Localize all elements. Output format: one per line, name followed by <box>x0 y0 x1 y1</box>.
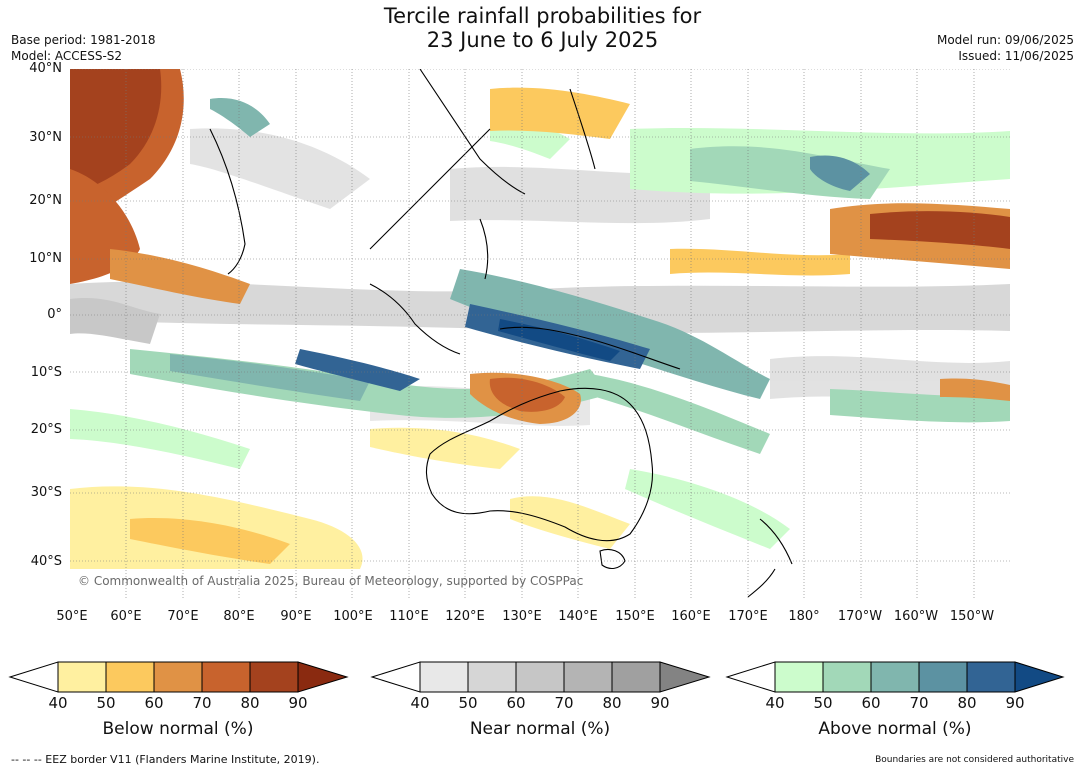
below-tick-40: 40 <box>48 694 68 712</box>
below-tick-50: 50 <box>96 694 116 712</box>
near-tick-60: 60 <box>506 694 526 712</box>
near-tick-90: 90 <box>650 694 670 712</box>
above-tick-40: 40 <box>765 694 785 712</box>
below-tick-70: 70 <box>192 694 212 712</box>
colorbar-near <box>370 661 711 693</box>
lat-label-30n: 30°N <box>29 130 62 145</box>
lat-label-30s: 30°S <box>30 485 62 500</box>
model-name: Model: ACCESS-S2 <box>11 49 123 63</box>
lon-label-110e: 110°E <box>389 609 429 624</box>
boundaries-disclaimer: Boundaries are not considered authoritat… <box>875 755 1074 765</box>
near-swatch-40 <box>419 661 469 693</box>
india-coast <box>209 128 246 275</box>
above-swatch-40 <box>774 661 824 693</box>
lon-label-170e: 170°E <box>728 609 768 624</box>
near-normal-caption: Near normal (%) <box>469 719 611 739</box>
lon-label-90e: 90°E <box>280 609 312 624</box>
below-arrow-right <box>297 661 349 693</box>
lon-label-120e: 120°E <box>445 609 485 624</box>
lon-label-150e: 150°E <box>615 609 655 624</box>
below-normal-areas <box>70 69 1010 569</box>
sumatra-coast <box>369 283 461 355</box>
new-guinea-coast <box>499 326 681 370</box>
lon-label-130e: 130°E <box>502 609 542 624</box>
above-arrow-right <box>1014 661 1065 693</box>
graticule <box>70 69 1010 600</box>
below-normal-caption: Below normal (%) <box>102 719 254 739</box>
eez-border-note: -- -- -- EEZ border V11 (Flanders Marine… <box>11 753 320 766</box>
coastlines <box>209 69 793 598</box>
philippines-coast <box>479 218 489 280</box>
lon-label-140e: 140°E <box>558 609 598 624</box>
china-coast <box>419 69 526 195</box>
above-normal-caption: Above normal (%) <box>818 719 972 739</box>
above-swatch-60 <box>870 661 920 693</box>
lon-label-80e: 80°E <box>223 609 255 624</box>
lon-label-70e: 70°E <box>167 609 199 624</box>
near-tick-50: 50 <box>458 694 478 712</box>
lon-label-100e: 100°E <box>333 609 373 624</box>
lat-label-10n: 10°N <box>29 251 62 266</box>
meta-left: Base period: 1981-2018 Model: ACCESS-S2 <box>11 32 156 64</box>
lon-label-180: 180° <box>788 609 820 624</box>
lat-label-40n: 40°N <box>29 61 62 76</box>
map-canvas <box>70 69 1010 600</box>
near-tick-80: 80 <box>602 694 622 712</box>
map-title: Tercile rainfall probabilities for 23 Ju… <box>0 4 1085 52</box>
below-tick-90: 90 <box>288 694 308 712</box>
probability-map <box>70 69 1010 600</box>
near-arrow-right <box>659 661 711 693</box>
lon-label-60e: 60°E <box>110 609 142 624</box>
above-swatch-70 <box>918 661 968 693</box>
above-tick-80: 80 <box>957 694 977 712</box>
above-tick-50: 50 <box>813 694 833 712</box>
issued-date: Issued: 11/06/2025 <box>958 49 1074 63</box>
below-swatch-40 <box>57 661 107 693</box>
colorbars <box>8 661 1065 693</box>
lon-label-50e: 50°E <box>56 609 88 624</box>
lat-label-20s: 20°S <box>30 422 62 437</box>
above-swatch-50 <box>822 661 872 693</box>
near-tick-40: 40 <box>410 694 430 712</box>
lat-label-10s: 10°S <box>30 365 62 380</box>
lon-label-160w: 160°W <box>893 609 939 624</box>
above-normal-areas <box>70 98 1010 549</box>
title-line-2: 23 June to 6 July 2025 <box>426 28 659 52</box>
above-tick-70: 70 <box>909 694 929 712</box>
lon-label-150w: 150°W <box>949 609 995 624</box>
lon-label-160e: 160°E <box>671 609 711 624</box>
colorbar-above <box>725 661 1065 693</box>
below-arrow-left <box>8 661 59 693</box>
near-swatch-70 <box>563 661 613 693</box>
near-swatch-50 <box>467 661 517 693</box>
colorbar-below <box>8 661 349 693</box>
meta-right: Model run: 09/06/2025 Issued: 11/06/2025 <box>937 32 1074 64</box>
copyright-notice: © Commonwealth of Australia 2025, Bureau… <box>78 574 584 588</box>
base-period: Base period: 1981-2018 <box>11 33 156 47</box>
new-zealand-coast <box>747 518 793 598</box>
lat-label-40s: 40°S <box>30 554 62 569</box>
below-swatch-80 <box>249 661 299 693</box>
tasmania-coast <box>599 548 626 570</box>
below-swatch-70 <box>201 661 251 693</box>
australia-coast <box>425 387 654 542</box>
below-swatch-50 <box>105 661 155 693</box>
below-swatch-60 <box>153 661 203 693</box>
above-arrow-left <box>725 661 776 693</box>
model-run: Model run: 09/06/2025 <box>936 33 1074 47</box>
title-line-1: Tercile rainfall probabilities for <box>383 4 702 28</box>
near-swatch-60 <box>515 661 565 693</box>
below-tick-60: 60 <box>144 694 164 712</box>
near-tick-70: 70 <box>554 694 574 712</box>
above-tick-90: 90 <box>1005 694 1025 712</box>
near-swatch-80 <box>611 661 661 693</box>
lon-label-170w: 170°W <box>837 609 883 624</box>
above-tick-60: 60 <box>861 694 881 712</box>
lat-label-20n: 20°N <box>29 193 62 208</box>
japan-coast <box>569 88 596 170</box>
lat-label-equator: 0° <box>47 307 62 322</box>
below-tick-80: 80 <box>240 694 260 712</box>
near-arrow-left <box>370 661 421 693</box>
above-swatch-80 <box>966 661 1016 693</box>
